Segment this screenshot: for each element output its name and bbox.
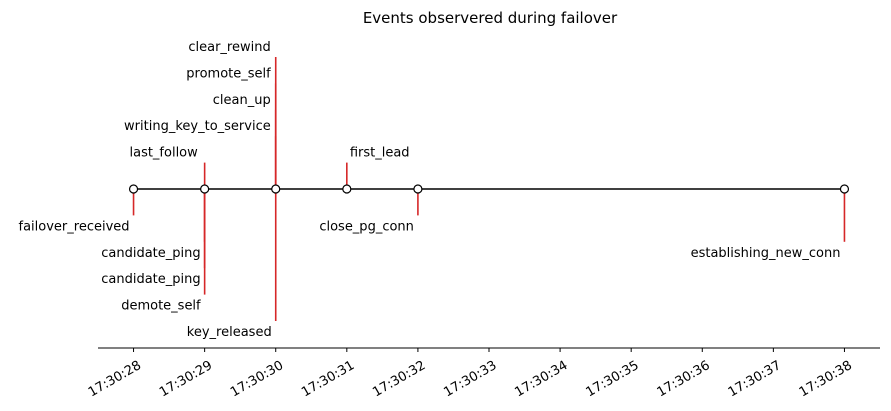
event-label: promote_self [186,66,271,81]
x-tick-label: 17:30:35 [584,358,642,400]
x-axis: 17:30:28 17:30:29 17:30:30 17:30:31 17:30:32… [86,347,880,400]
event-label: candidate_ping [101,272,200,287]
event-marker [342,184,352,194]
event-marker [413,184,423,194]
x-tick-label: 17:30:29 [157,358,215,400]
chart-title: Events observered during failover [363,9,618,27]
event-marker [200,184,210,194]
event-label: key_released [187,325,272,340]
x-tick-label: 17:30:34 [512,358,570,400]
event-markers [128,184,850,194]
event-label: first_lead [350,146,410,161]
event-label: clean_up [213,93,271,108]
event-label: candidate_ping [101,246,200,261]
event-label: clear_rewind [188,40,270,55]
event-labels: failover_received last_follow candidate_pi… [19,40,841,340]
event-label: close_pg_conn [319,219,414,234]
x-tick-label: 17:30:28 [86,358,144,400]
event-label: demote_self [121,299,201,314]
x-tick-label: 17:30:37 [726,358,784,400]
x-tick-label: 17:30:38 [797,358,855,400]
event-label: establishing_new_conn [691,246,841,261]
x-tick-label: 17:30:33 [441,358,499,400]
x-tick-label: 17:30:32 [370,358,428,400]
event-label: writing_key_to_service [124,119,271,134]
event-label: failover_received [19,219,130,234]
event-marker [128,184,139,194]
event-marker [839,184,850,194]
x-tick-label: 17:30:30 [228,358,286,400]
x-tick-label: 17:30:36 [655,358,713,400]
event-marker [271,184,281,194]
event-label: last_follow [129,146,198,161]
x-tick-label: 17:30:31 [299,358,357,400]
